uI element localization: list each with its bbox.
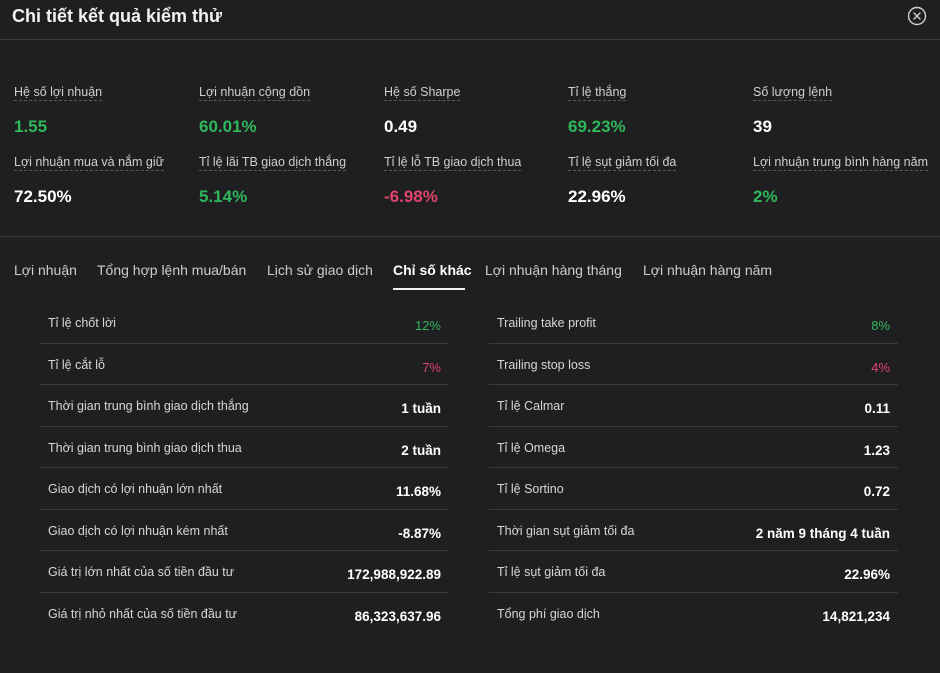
metric-label: Trailing stop loss bbox=[497, 357, 591, 372]
section-divider bbox=[0, 236, 940, 237]
stat-value: 60.01% bbox=[199, 117, 257, 136]
stat-sharpe: Hệ số Sharpe 0.49 bbox=[384, 83, 564, 136]
close-icon[interactable] bbox=[907, 6, 927, 26]
stat-label: Lợi nhuận mua và nắm giữ bbox=[14, 155, 164, 171]
metric-label: Giá trị nhỏ nhất của số tiền đầu tư bbox=[48, 606, 238, 621]
stat-value: -6.98% bbox=[384, 187, 438, 206]
metric-row: Tỉ lệ chốt lời 12% bbox=[40, 302, 449, 344]
metric-value: 12% bbox=[414, 318, 441, 333]
metric-row: Trailing take profit 8% bbox=[489, 302, 898, 344]
stat-avg-win: Tỉ lệ lãi TB giao dịch thắng 5.14% bbox=[199, 153, 379, 206]
summary-stats: Hệ số lợi nhuận 1.55 Lợi nhuận cộng dồn … bbox=[0, 40, 940, 236]
stat-label: Lợi nhuận trung bình hàng năm bbox=[753, 155, 928, 171]
metric-row: Giao dịch có lợi nhuận kém nhất -8.87% bbox=[40, 510, 449, 551]
stat-label: Lợi nhuận cộng dồn bbox=[199, 85, 311, 101]
stat-label: Tỉ lệ lỗ TB giao dịch thua bbox=[384, 155, 522, 171]
stat-buy-hold-profit: Lợi nhuận mua và nắm giữ 72.50% bbox=[14, 153, 194, 206]
tab-profit[interactable]: Lợi nhuận bbox=[14, 262, 77, 278]
metric-value: 7% bbox=[422, 359, 441, 375]
stat-order-count: Số lượng lệnh 39 bbox=[753, 83, 933, 136]
stat-value: 2% bbox=[753, 187, 778, 206]
stat-win-rate: Tỉ lệ thắng 69.23% bbox=[568, 83, 748, 136]
metric-value: 0.72 bbox=[863, 484, 890, 499]
metric-value: 14,821,234 bbox=[822, 608, 890, 624]
tab-trade-history[interactable]: Lịch sử giao dịch bbox=[267, 262, 373, 278]
metric-row: Giá trị lớn nhất của số tiền đầu tư 172,… bbox=[40, 551, 449, 593]
metric-row: Thời gian trung bình giao dịch thắng 1 t… bbox=[40, 385, 449, 427]
metric-value: -8.87% bbox=[398, 525, 441, 541]
metric-label: Giao dịch có lợi nhuận kém nhất bbox=[48, 523, 228, 538]
stat-cumulative-profit: Lợi nhuận cộng dồn 60.01% bbox=[199, 83, 379, 136]
metric-row: Tổng phí giao dịch 14,821,234 bbox=[489, 593, 898, 635]
metric-label: Tỉ lệ Sortino bbox=[497, 482, 564, 496]
metric-label: Tỉ lệ chốt lời bbox=[48, 316, 116, 330]
metric-label: Trailing take profit bbox=[497, 316, 596, 330]
tab-monthly-profit[interactable]: Lợi nhuận hàng tháng bbox=[485, 262, 622, 278]
metric-label: Tỉ lệ Omega bbox=[497, 440, 566, 455]
metrics-table-left: Tỉ lệ chốt lời 12% Tỉ lệ cắt lỗ 7% Thời … bbox=[40, 302, 449, 634]
metric-row: Trailing stop loss 4% bbox=[489, 344, 898, 385]
metric-row: Tỉ lệ Sortino 0.72 bbox=[489, 468, 898, 510]
dialog-title: Chi tiết kết quả kiểm thử bbox=[12, 6, 223, 26]
metric-row: Tỉ lệ Calmar 0.11 bbox=[489, 385, 898, 427]
metric-value: 8% bbox=[871, 318, 890, 333]
active-tab-indicator bbox=[393, 288, 465, 290]
stat-value: 39 bbox=[753, 117, 772, 136]
stat-label: Tỉ lệ lãi TB giao dịch thắng bbox=[199, 155, 347, 171]
metric-label: Tỉ lệ Calmar bbox=[497, 399, 565, 413]
stat-value: 22.96% bbox=[568, 187, 626, 206]
tab-bar: Lợi nhuận Tổng hợp lệnh mua/bán Lịch sử … bbox=[0, 250, 940, 290]
metric-row: Tỉ lệ sụt giảm tối đa 22.96% bbox=[489, 551, 898, 593]
metric-label: Giao dịch có lợi nhuận lớn nhất bbox=[48, 482, 223, 496]
tab-order-summary[interactable]: Tổng hợp lệnh mua/bán bbox=[97, 262, 247, 278]
tab-yearly-profit[interactable]: Lợi nhuận hàng năm bbox=[643, 262, 773, 278]
stat-value: 5.14% bbox=[199, 187, 248, 206]
stat-label: Hệ số Sharpe bbox=[384, 85, 461, 101]
metric-value: 0.11 bbox=[864, 401, 890, 416]
stat-max-drawdown: Tỉ lệ sụt giảm tối đa 22.96% bbox=[568, 153, 748, 206]
stat-avg-loss: Tỉ lệ lỗ TB giao dịch thua -6.98% bbox=[384, 153, 564, 206]
stat-label: Số lượng lệnh bbox=[753, 85, 833, 101]
stat-label: Tỉ lệ sụt giảm tối đa bbox=[568, 155, 677, 171]
dialog-header: Chi tiết kết quả kiểm thử bbox=[0, 0, 940, 40]
metric-row: Giao dịch có lợi nhuận lớn nhất 11.68% bbox=[40, 468, 449, 510]
metric-row: Thời gian sụt giảm tối đa 2 năm 9 tháng … bbox=[489, 510, 898, 551]
metric-row: Tỉ lệ cắt lỗ 7% bbox=[40, 344, 449, 385]
stat-label: Hệ số lợi nhuận bbox=[14, 85, 103, 101]
stat-value: 1.55 bbox=[14, 117, 48, 136]
metric-value: 1.23 bbox=[863, 442, 890, 458]
metric-value: 1 tuần bbox=[401, 401, 441, 416]
metric-value: 86,323,637.96 bbox=[354, 608, 441, 624]
metric-row: Tỉ lệ Omega 1.23 bbox=[489, 427, 898, 468]
tab-other-metrics[interactable]: Chỉ số khác bbox=[393, 262, 472, 278]
stat-avg-annual-profit: Lợi nhuận trung bình hàng năm 2% bbox=[753, 153, 933, 206]
metric-label: Thời gian sụt giảm tối đa bbox=[497, 523, 635, 538]
metric-label: Thời gian trung bình giao dịch thắng bbox=[48, 399, 249, 413]
stat-value: 0.49 bbox=[384, 117, 418, 136]
metric-row: Thời gian trung bình giao dịch thua 2 tu… bbox=[40, 427, 449, 468]
metric-value: 2 tuần bbox=[401, 442, 441, 458]
stat-label: Tỉ lệ thắng bbox=[568, 85, 627, 101]
metric-value: 22.96% bbox=[844, 567, 890, 582]
stat-profit-factor: Hệ số lợi nhuận 1.55 bbox=[14, 83, 194, 136]
metric-label: Giá trị lớn nhất của số tiền đầu tư bbox=[48, 565, 235, 579]
metric-value: 2 năm 9 tháng 4 tuần bbox=[755, 525, 890, 541]
metric-label: Tổng phí giao dịch bbox=[497, 606, 600, 621]
stat-value: 72.50% bbox=[14, 187, 72, 206]
metric-value: 172,988,922.89 bbox=[347, 567, 441, 582]
metric-value: 11.68% bbox=[395, 484, 441, 499]
metric-label: Thời gian trung bình giao dịch thua bbox=[48, 440, 242, 455]
metric-value: 4% bbox=[871, 359, 890, 375]
stat-value: 69.23% bbox=[568, 117, 626, 136]
metric-row: Giá trị nhỏ nhất của số tiền đầu tư 86,3… bbox=[40, 593, 449, 635]
metric-label: Tỉ lệ cắt lỗ bbox=[48, 357, 105, 372]
metrics-table-right: Trailing take profit 8% Trailing stop lo… bbox=[489, 302, 898, 634]
metric-label: Tỉ lệ sụt giảm tối đa bbox=[497, 565, 606, 579]
